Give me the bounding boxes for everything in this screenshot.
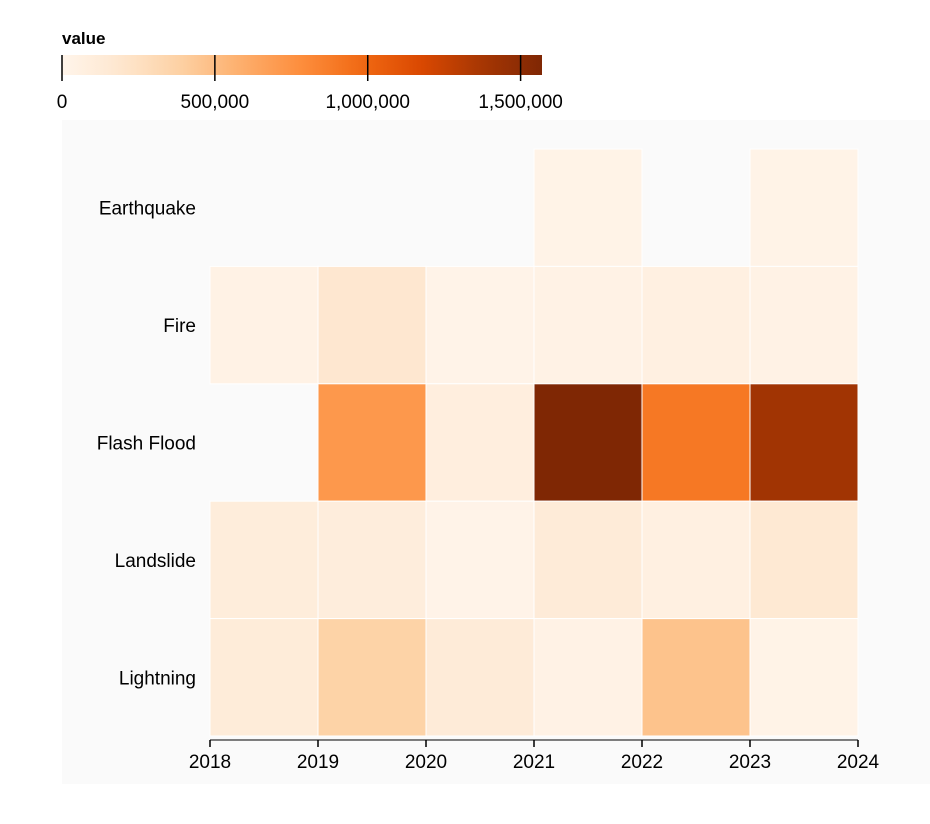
- heatmap-cell: [317, 618, 427, 737]
- heatmap-cell: [209, 618, 319, 737]
- heatmap-cell: [425, 500, 535, 620]
- legend-tick-label: 1,500,000: [478, 92, 563, 113]
- legend-tick-label: 0: [57, 92, 68, 113]
- heatmap-cell: [317, 383, 427, 502]
- heatmap-cell: [533, 618, 643, 737]
- heatmap-cell: [749, 148, 859, 267]
- legend-tick-label: 500,000: [181, 92, 250, 113]
- heatmap-cells: [209, 148, 859, 737]
- legend-ticks: 0 500,000 1,000,000 1,500,000: [57, 55, 563, 113]
- heatmap-cell: [317, 265, 427, 385]
- heatmap-cell: [533, 265, 643, 385]
- heatmap-cell: [749, 383, 859, 502]
- legend-title: value: [62, 29, 105, 48]
- legend-tick-label: 1,000,000: [325, 92, 410, 113]
- x-tick-label: 2024: [837, 752, 880, 773]
- heatmap-cell: [425, 383, 535, 502]
- y-tick-label: Earthquake: [99, 199, 196, 220]
- heatmap-cell: [749, 265, 859, 385]
- heatmap-cell: [749, 618, 859, 737]
- heatmap-cell: [641, 383, 751, 502]
- x-tick-label: 2023: [729, 752, 771, 773]
- x-tick-label: 2020: [405, 752, 447, 773]
- x-tick-label: 2021: [513, 752, 555, 773]
- y-tick-label: Fire: [163, 316, 196, 337]
- heatmap-cell: [641, 500, 751, 620]
- x-tick-label: 2022: [621, 752, 663, 773]
- color-legend: value 0 500,000 1,000,000 1,500,000: [57, 29, 563, 113]
- heatmap-cell: [209, 500, 319, 620]
- y-tick-label: Lightning: [119, 668, 196, 689]
- heatmap-cell: [317, 500, 427, 620]
- y-axis: Earthquake Fire Flash Flood Landslide Lightn…: [97, 199, 196, 690]
- heatmap-cell: [641, 618, 751, 737]
- heatmap-cell: [425, 618, 535, 737]
- heatmap-cell: [749, 500, 859, 620]
- heatmap-cell: [533, 500, 643, 620]
- x-tick-label: 2018: [189, 752, 231, 773]
- y-tick-label: Landslide: [115, 551, 196, 572]
- heatmap-cell: [641, 265, 751, 385]
- x-axis: 2018 2019 2020 2021 2022 2023 2024: [189, 739, 880, 773]
- heatmap-cell: [533, 148, 643, 267]
- x-tick-label: 2019: [297, 752, 339, 773]
- heatmap-cell: [533, 383, 643, 502]
- heatmap-cell: [425, 265, 535, 385]
- y-tick-label: Flash Flood: [97, 434, 196, 455]
- heatmap-cell: [209, 265, 319, 385]
- legend-color-bar: [62, 55, 542, 75]
